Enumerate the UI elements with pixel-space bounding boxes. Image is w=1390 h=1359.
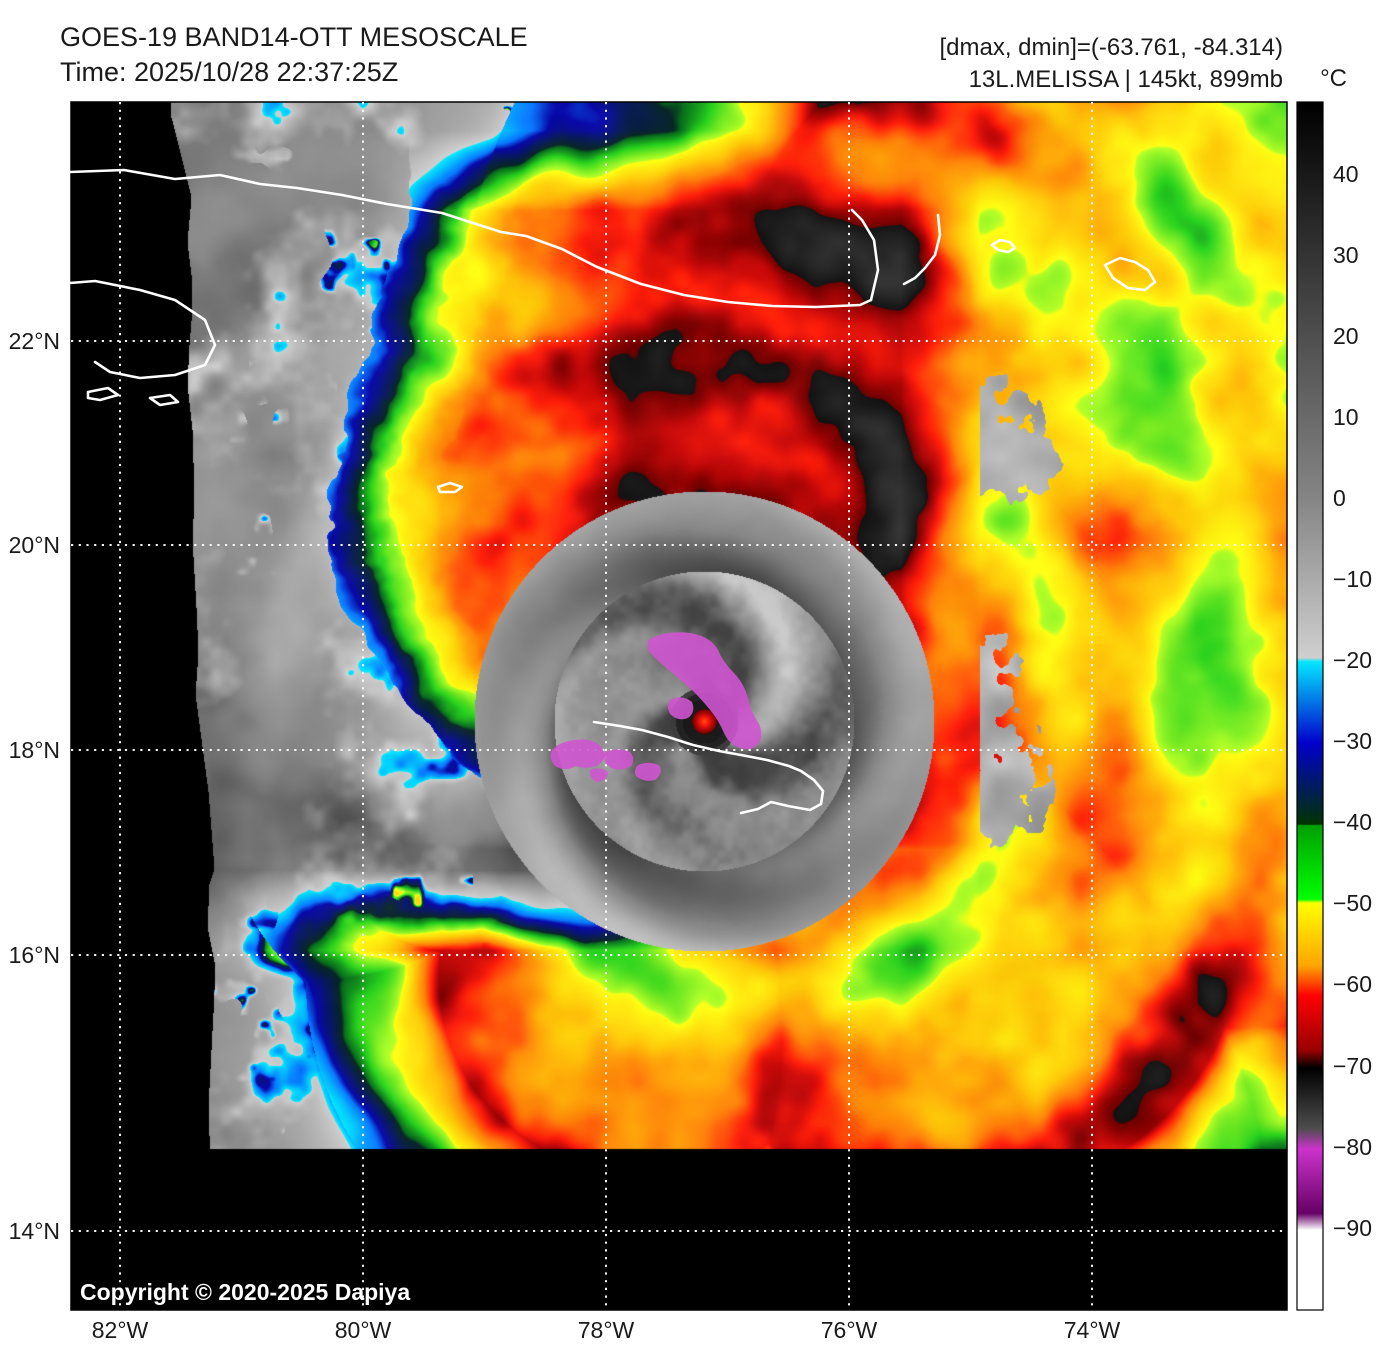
svg-text:20: 20 — [1333, 323, 1359, 349]
svg-text:14°N: 14°N — [9, 1218, 60, 1244]
svg-text:16°N: 16°N — [9, 942, 60, 968]
svg-text:40: 40 — [1333, 161, 1359, 187]
svg-text:−20: −20 — [1333, 647, 1372, 673]
svg-text:−30: −30 — [1333, 728, 1372, 754]
svg-text:20°N: 20°N — [9, 532, 60, 558]
svg-text:18°N: 18°N — [9, 737, 60, 763]
svg-text:−50: −50 — [1333, 890, 1372, 916]
svg-text:−70: −70 — [1333, 1053, 1372, 1079]
svg-text:30: 30 — [1333, 242, 1359, 268]
svg-text:−40: −40 — [1333, 809, 1372, 835]
svg-text:0: 0 — [1333, 485, 1346, 511]
svg-text:74°W: 74°W — [1064, 1317, 1121, 1343]
svg-text:−10: −10 — [1333, 566, 1372, 592]
svg-text:76°W: 76°W — [821, 1317, 878, 1343]
svg-text:78°W: 78°W — [578, 1317, 635, 1343]
svg-text:−90: −90 — [1333, 1215, 1372, 1241]
svg-text:80°W: 80°W — [335, 1317, 392, 1343]
svg-text:10: 10 — [1333, 404, 1359, 430]
svg-text:−80: −80 — [1333, 1134, 1372, 1160]
svg-text:−60: −60 — [1333, 971, 1372, 997]
svg-text:22°N: 22°N — [9, 328, 60, 354]
svg-text:82°W: 82°W — [92, 1317, 149, 1343]
svg-text:Copyright © 2020-2025 Dapiya: Copyright © 2020-2025 Dapiya — [80, 1279, 410, 1305]
